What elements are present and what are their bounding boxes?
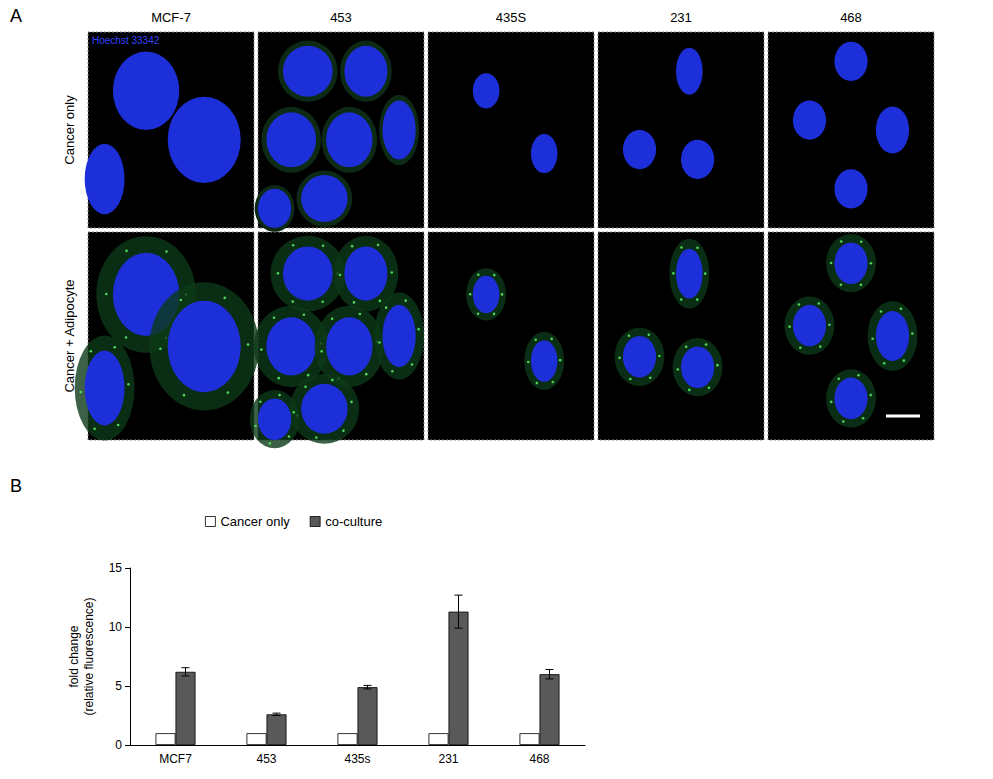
svg-text:435s: 435s [344,752,370,766]
svg-text:468: 468 [529,752,549,766]
svg-text:231: 231 [438,752,458,766]
svg-text:453: 453 [256,752,276,766]
svg-text:0: 0 [115,738,122,752]
svg-text:(relative fluorescence): (relative fluorescence) [82,597,96,715]
svg-text:MCF-7: MCF-7 [151,10,191,25]
svg-text:Cancer only: Cancer only [220,514,290,529]
svg-text:co-culture: co-culture [325,514,382,529]
svg-text:453: 453 [330,10,352,25]
svg-text:MCF7: MCF7 [159,752,192,766]
svg-text:10: 10 [109,620,123,634]
svg-text:fold change: fold change [67,625,81,687]
html-text:B: B [10,476,22,496]
svg-text:15: 15 [109,561,123,575]
svg-text:231: 231 [670,10,692,25]
svg-text:Hoechst 33342: Hoechst 33342 [92,35,160,46]
svg-text:Cancer only: Cancer only [62,95,77,165]
svg-text:468: 468 [840,10,862,25]
svg-text:435S: 435S [496,10,527,25]
html-text:A: A [10,6,22,26]
svg-text:5: 5 [115,679,122,693]
svg-text:Cancer + Adipocyte: Cancer + Adipocyte [62,279,77,392]
